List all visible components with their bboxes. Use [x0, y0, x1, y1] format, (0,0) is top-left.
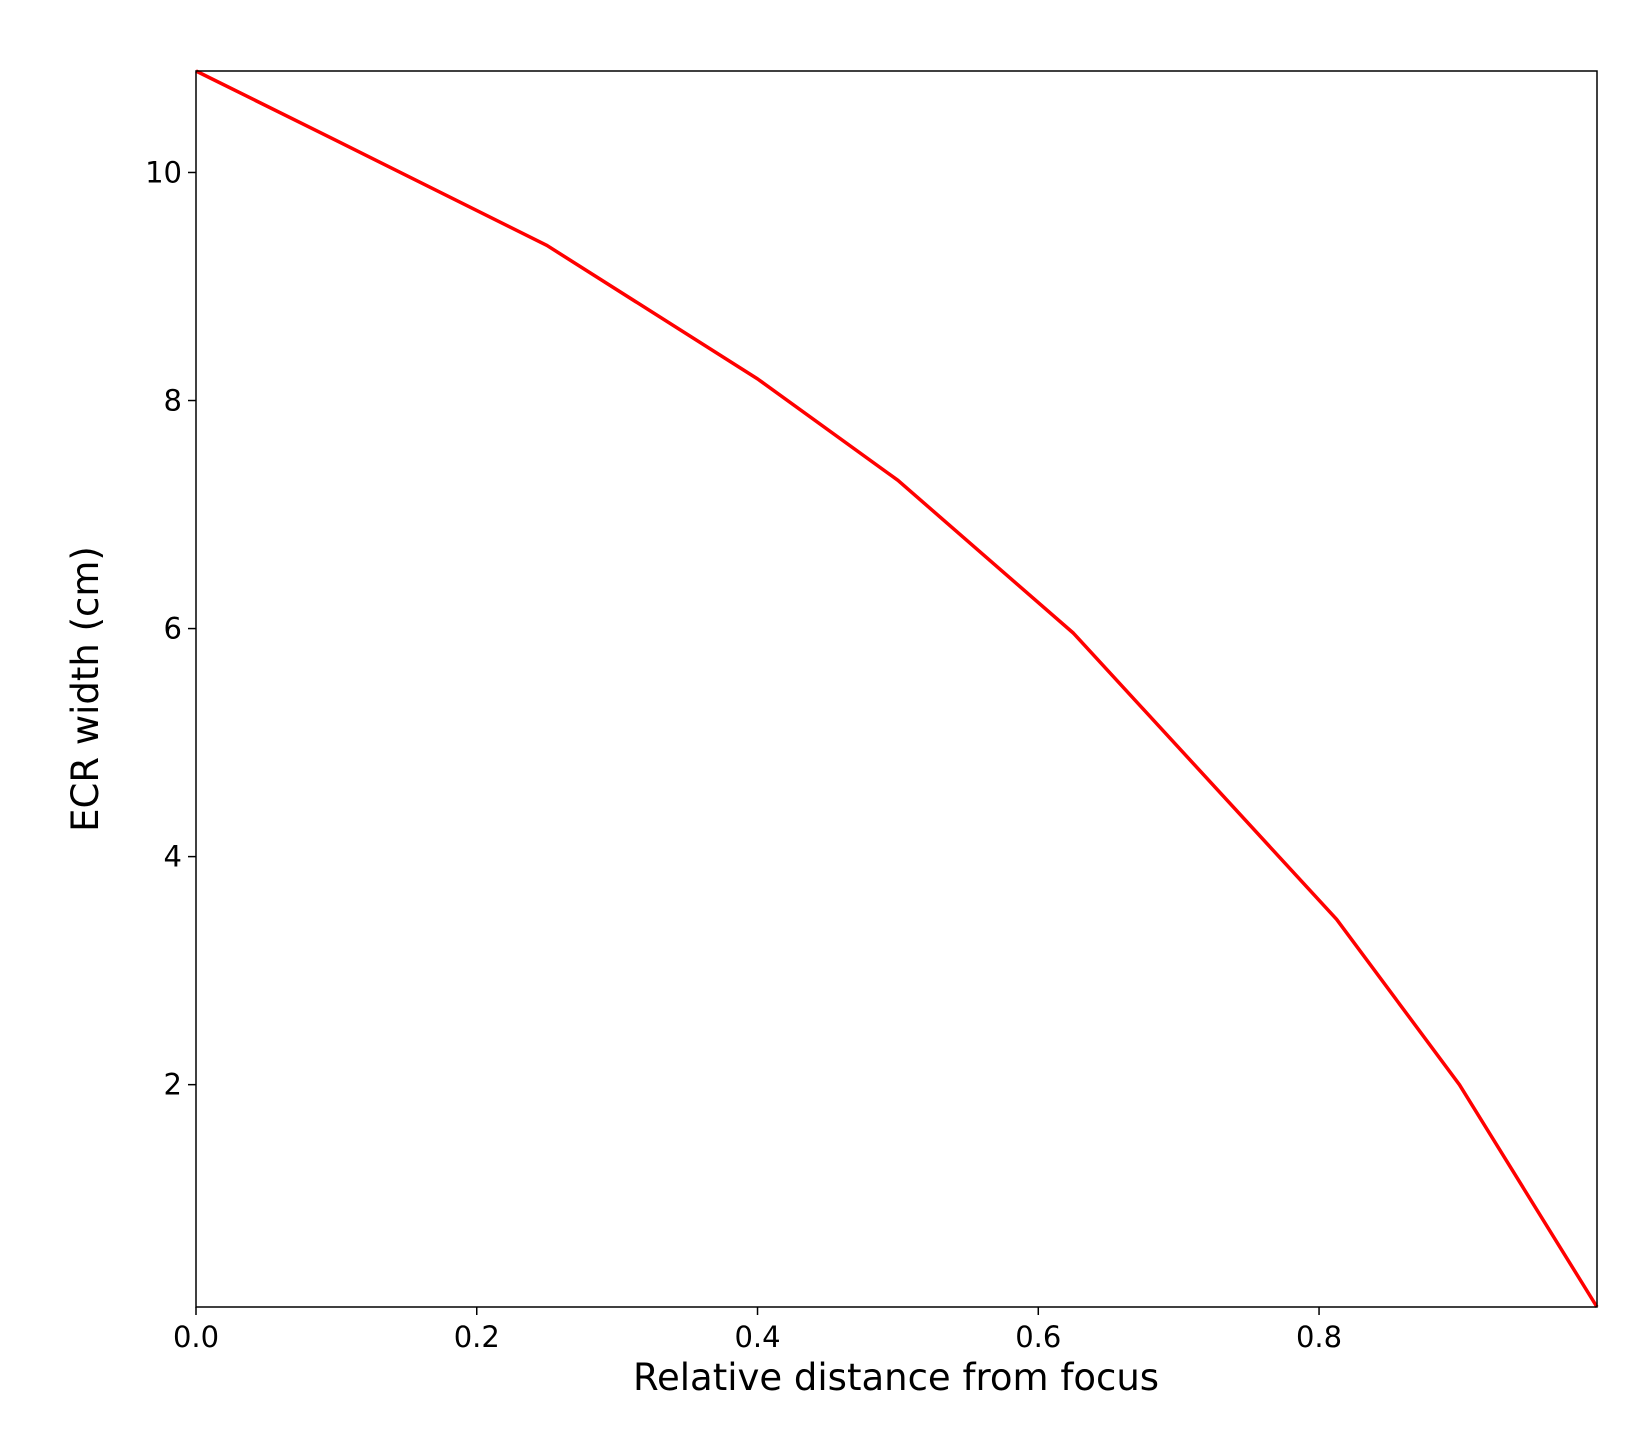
y-tick-label: 2 [164, 1068, 182, 1102]
y-tick-label: 6 [164, 612, 182, 646]
x-tick-label: 0.8 [1296, 1320, 1342, 1354]
x-tick-label: 0.4 [734, 1320, 780, 1354]
x-tick-label: 0.6 [1015, 1320, 1061, 1354]
x-axis-label: Relative distance from focus [633, 1356, 1159, 1399]
y-tick-label: 10 [145, 155, 182, 189]
data-line [195, 69, 1599, 1308]
x-tick-label: 0.2 [454, 1320, 500, 1354]
y-tick-label: 8 [164, 384, 182, 418]
plot-frame [195, 70, 1598, 1308]
x-tick-label: 0.0 [173, 1320, 219, 1354]
y-tick-label: 4 [164, 840, 182, 874]
y-axis-label: ECR width (cm) [64, 546, 107, 832]
